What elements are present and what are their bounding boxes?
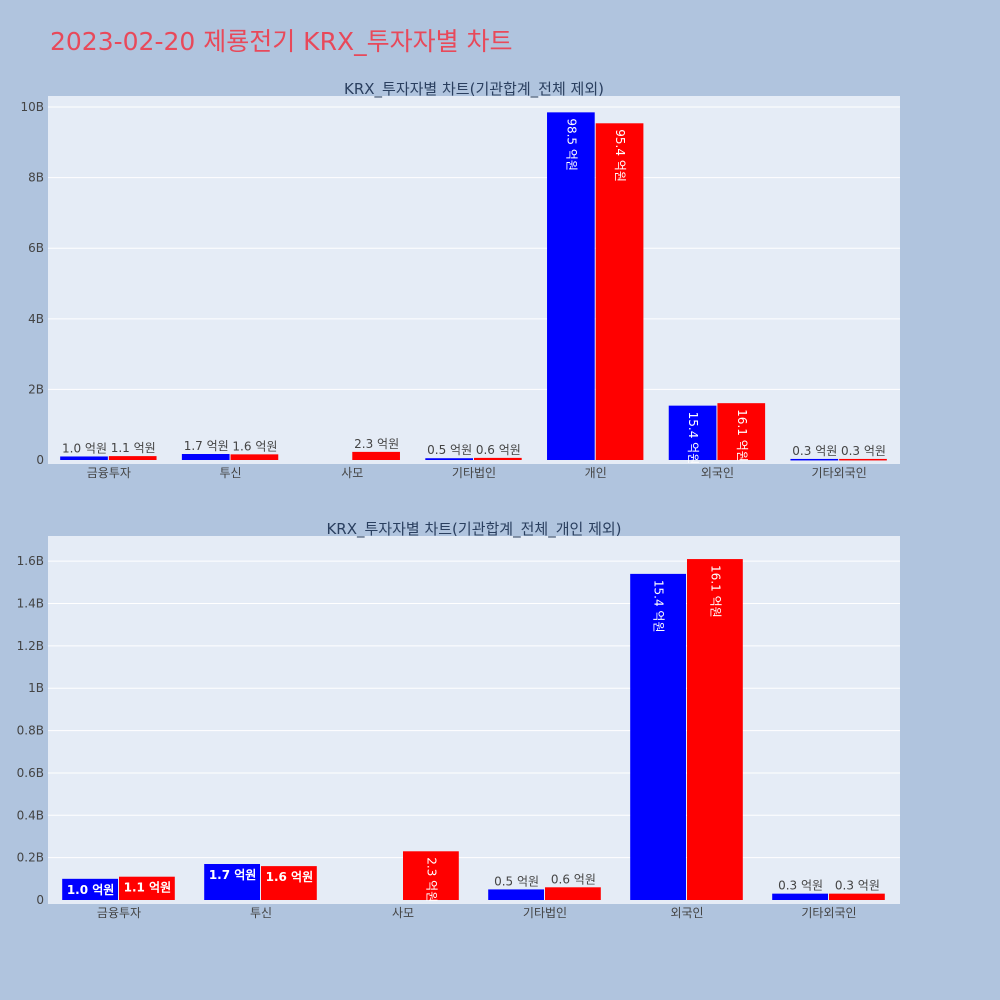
data-label: 0.6 억원 <box>551 872 596 886</box>
bar <box>204 864 260 900</box>
x-tick-label: 사모 <box>392 906 414 920</box>
data-label: 0.5 억원 <box>494 874 539 888</box>
y-tick-label: 0.6B <box>17 766 44 780</box>
y-tick-label: 2B <box>28 382 44 396</box>
data-label: 0.3 억원 <box>778 879 823 893</box>
y-tick-label: 1B <box>28 681 44 695</box>
bar <box>547 112 595 461</box>
data-label: 16.1 억원 <box>708 565 722 618</box>
data-label: 0.3 억원 <box>841 444 886 458</box>
x-tick-label: 기타외국인 <box>801 906 856 920</box>
bar <box>230 454 279 460</box>
y-tick-label: 6B <box>28 241 44 255</box>
chart-title: KRX_투자자별 차트(기관합계_전체_개인 제외) <box>326 520 621 539</box>
x-tick-label: 투신 <box>220 466 242 480</box>
data-label: 15.4 억원 <box>686 412 700 465</box>
bar <box>545 887 601 900</box>
y-tick-label: 10B <box>20 100 44 114</box>
x-tick-label: 외국인 <box>701 466 734 480</box>
data-label: 1.0 억원 <box>62 441 107 455</box>
x-tick-label: 금융투자 <box>87 466 131 480</box>
data-label: 1.6 억원 <box>232 439 277 453</box>
data-label: 1.7 억원 <box>184 439 229 453</box>
bar <box>687 559 743 900</box>
y-tick-label: 0.4B <box>17 808 44 822</box>
data-label: 0.3 억원 <box>835 879 880 893</box>
bar <box>352 451 400 460</box>
data-label: 98.5 억원 <box>564 118 578 171</box>
x-tick-label: 개인 <box>585 466 607 480</box>
page-title: 2023-02-20 제룡전기 KRX_투자자별 차트 <box>50 27 513 56</box>
x-tick-label: 기타외국인 <box>812 466 867 480</box>
x-tick-label: 기타법인 <box>452 466 496 480</box>
bar <box>717 403 766 460</box>
bar <box>181 454 230 460</box>
bar <box>668 405 717 460</box>
data-label: 95.4 억원 <box>613 129 627 182</box>
data-label: 0.6 억원 <box>476 443 521 457</box>
bar <box>425 458 473 460</box>
data-label: 2.3 억원 <box>354 437 399 451</box>
data-label: 1.0 억원 <box>67 883 115 897</box>
bar <box>829 893 885 900</box>
data-label: 1.6 억원 <box>266 870 314 884</box>
y-tick-label: 1.4B <box>17 597 44 611</box>
bar <box>261 866 317 900</box>
y-tick-label: 0.8B <box>17 724 44 738</box>
bar <box>403 851 459 900</box>
data-label: 1.1 억원 <box>124 881 172 895</box>
x-tick-label: 투신 <box>250 906 272 920</box>
x-tick-label: 기타법인 <box>523 906 567 920</box>
bar <box>630 573 686 900</box>
y-tick-label: 8B <box>28 171 44 185</box>
bar <box>60 456 108 460</box>
data-label: 16.1 억원 <box>735 409 749 462</box>
x-tick-label: 금융투자 <box>97 906 141 920</box>
bar <box>474 457 522 460</box>
y-tick-label: 1.2B <box>17 639 44 653</box>
bar <box>772 893 828 900</box>
bar <box>108 456 157 460</box>
y-tick-label: 4B <box>28 312 44 326</box>
data-label: 2.3 억원 <box>424 857 438 902</box>
bar <box>839 458 887 461</box>
y-tick-label: 0.2B <box>17 851 44 865</box>
data-label: 0.3 억원 <box>792 444 837 458</box>
bar <box>488 889 544 900</box>
x-tick-label: 외국인 <box>670 906 703 920</box>
plot-area <box>48 536 900 904</box>
bar <box>62 878 118 900</box>
data-label: 1.7 억원 <box>209 868 257 882</box>
y-tick-label: 1.6B <box>17 554 44 568</box>
plot-area <box>48 96 900 464</box>
bar <box>595 123 644 460</box>
data-label: 0.5 억원 <box>427 443 472 457</box>
y-tick-label: 0 <box>36 453 44 467</box>
chart-title: KRX_투자자별 차트(기관합계_전체 제외) <box>344 80 604 99</box>
x-tick-label: 사모 <box>341 466 363 480</box>
y-tick-label: 0 <box>36 893 44 907</box>
bar <box>119 876 175 900</box>
bar <box>790 458 839 461</box>
data-label: 1.1 억원 <box>111 441 156 455</box>
data-label: 15.4 억원 <box>652 580 666 633</box>
